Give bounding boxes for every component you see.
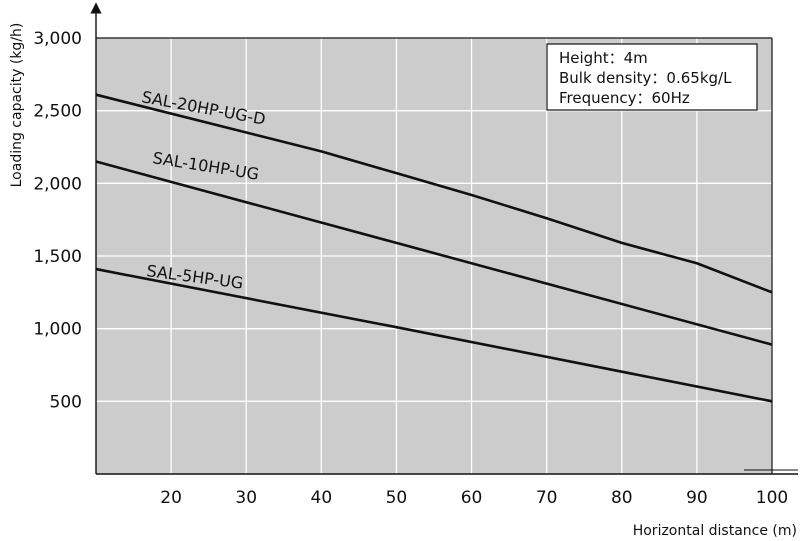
x-tick-label-100: 100: [756, 488, 788, 508]
annotation-frequency: Frequency：60Hz: [559, 89, 690, 107]
annotation-frame: [546, 43, 758, 111]
y-tick-label-1000: 1,000: [33, 320, 82, 340]
y-tick-label-2500: 2,500: [33, 102, 82, 122]
x-tick-label-30: 30: [235, 488, 257, 508]
x-tick-label-90: 90: [686, 488, 708, 508]
series-layer: [95, 93, 773, 403]
x-axis-label: Horizontal distance (m): [633, 523, 797, 539]
x-tick-label-60: 60: [461, 488, 483, 508]
y-tick-label-3000: 3,000: [33, 29, 82, 49]
axes: [90, 2, 798, 475]
annotation-bulk-density: Bulk density：0.65kg/L: [559, 69, 732, 87]
x-tick-label-50: 50: [386, 488, 408, 508]
tick-labels: 20 30 40 50 60 70 80 90 100 500 1,000 1,500 2,000 2,5…: [33, 29, 788, 508]
x-tick-label-20: 20: [160, 488, 182, 508]
y-tick-label-1500: 1,500: [33, 247, 82, 267]
y-tick-label-2000: 2,000: [33, 174, 82, 194]
series-line-0: [95, 93, 773, 294]
y-tick-label-500: 500: [50, 392, 82, 412]
x-tick-label-70: 70: [536, 488, 558, 508]
x-tick-label-80: 80: [611, 488, 633, 508]
annotation-box: Height：4m Bulk density：0.65kg/L Frequenc…: [546, 43, 758, 111]
y-axis-label: Loading capacity (kg/h): [9, 23, 25, 188]
annotation-height: Height：4m: [559, 49, 648, 67]
x-tick-label-40: 40: [311, 488, 333, 508]
